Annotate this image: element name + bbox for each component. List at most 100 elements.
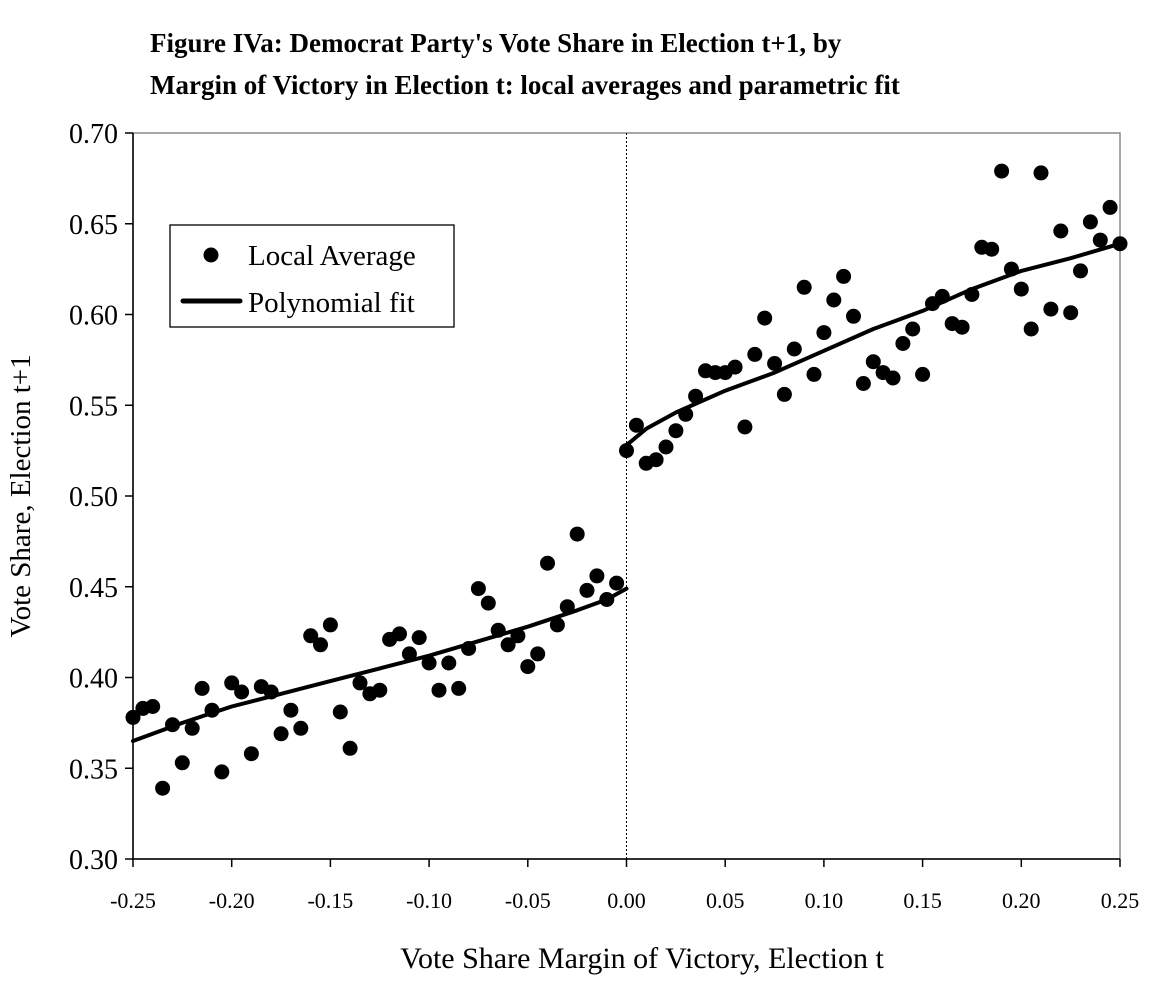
data-point <box>431 682 447 698</box>
y-tick-label: 0.55 <box>69 391 118 422</box>
legend-box <box>169 224 455 328</box>
data-point <box>530 646 546 662</box>
data-point <box>451 680 467 696</box>
x-tick-label: 0.15 <box>903 888 942 913</box>
chart-title-line-1: Figure IVa: Democrat Party's Vote Share … <box>150 28 842 58</box>
data-point <box>648 452 664 468</box>
data-point <box>786 341 802 357</box>
x-tick-label: -0.20 <box>209 888 255 913</box>
data-point <box>1003 261 1019 277</box>
x-tick-label: 0.05 <box>706 888 745 913</box>
data-point <box>836 268 852 284</box>
y-tick-label: 0.30 <box>69 845 118 876</box>
data-point <box>1063 305 1079 321</box>
y-tick-label: 0.60 <box>69 301 118 332</box>
x-tick-label: -0.15 <box>307 888 353 913</box>
local-average-points <box>125 163 1128 796</box>
legend-label-polynomial-fit: Polynomial fit <box>248 287 415 319</box>
data-point <box>303 628 319 644</box>
data-point <box>737 419 753 435</box>
y-tick-label: 0.65 <box>69 210 118 241</box>
data-point <box>234 684 250 700</box>
data-point <box>283 702 299 718</box>
x-axis-ticks: -0.25 -0.20 -0.15 -0.10 -0.05 0.00 0.05 0.10 0.1… <box>110 859 1139 913</box>
x-tick-label: -0.05 <box>505 888 551 913</box>
data-point <box>727 359 743 375</box>
y-tick-label: 0.70 <box>69 119 118 150</box>
legend-label-local-average: Local Average <box>248 240 416 272</box>
data-point <box>184 720 200 736</box>
data-point <box>747 346 763 362</box>
legend-marker-local-average <box>203 247 219 263</box>
data-point <box>757 310 773 326</box>
x-tick-label: 0.25 <box>1101 888 1140 913</box>
chart-title-line-2: Margin of Victory in Election t: local a… <box>150 70 900 100</box>
data-point <box>816 325 832 341</box>
data-point <box>1033 165 1049 181</box>
data-point <box>855 376 871 391</box>
data-point <box>658 439 674 455</box>
x-tick-label: -0.25 <box>110 888 156 913</box>
data-point <box>826 292 842 308</box>
data-point <box>352 675 368 691</box>
data-point <box>145 699 161 714</box>
data-point <box>441 655 457 671</box>
data-point <box>342 740 358 756</box>
data-point <box>500 637 516 653</box>
data-point <box>372 682 388 698</box>
data-point <box>263 684 279 700</box>
data-point <box>668 423 684 439</box>
data-point <box>934 288 950 304</box>
data-point <box>1102 199 1118 215</box>
data-point <box>865 354 881 370</box>
data-point <box>510 628 526 644</box>
data-point <box>421 655 437 671</box>
data-point <box>520 659 536 675</box>
data-point <box>224 675 240 691</box>
data-point <box>1013 281 1029 297</box>
data-point <box>619 443 634 459</box>
data-point <box>589 568 605 584</box>
data-point <box>954 319 970 335</box>
data-point <box>243 746 259 762</box>
data-point <box>194 680 210 696</box>
data-point <box>174 755 190 771</box>
data-point <box>273 726 289 742</box>
data-point <box>984 241 1000 257</box>
data-point <box>964 287 980 302</box>
data-point <box>1023 321 1039 337</box>
data-point <box>401 646 417 662</box>
fit-line-right <box>624 241 1122 448</box>
y-axis-ticks: 0.30 0.35 0.40 0.45 0.50 0.55 0.60 0.65 0.70 <box>69 119 133 876</box>
data-point <box>915 366 931 382</box>
data-point <box>579 582 595 598</box>
data-point <box>846 308 861 324</box>
y-tick-label: 0.40 <box>69 664 118 695</box>
data-point <box>165 717 180 733</box>
data-point <box>796 279 812 295</box>
data-point <box>322 617 338 633</box>
data-point <box>1053 223 1069 239</box>
data-point <box>411 630 427 646</box>
data-point <box>895 336 911 351</box>
y-tick-label: 0.50 <box>69 482 118 513</box>
data-point <box>470 581 486 597</box>
data-point <box>313 637 328 653</box>
data-point <box>569 526 585 542</box>
data-point <box>1043 301 1059 317</box>
data-point <box>540 555 555 571</box>
x-axis-label: Vote Share Margin of Victory, Election t <box>400 942 884 975</box>
data-point <box>1073 263 1088 279</box>
chart-title: Figure IVa: Democrat Party's Vote Share … <box>150 22 1150 106</box>
data-point <box>293 720 309 736</box>
data-point <box>392 626 407 642</box>
data-point <box>776 386 792 402</box>
data-point <box>214 764 230 780</box>
data-point <box>480 595 496 611</box>
data-point <box>204 702 220 718</box>
fit-line-left <box>131 586 629 743</box>
x-tick-label: 0.20 <box>1002 888 1041 913</box>
data-point <box>125 709 141 725</box>
data-point <box>490 622 506 638</box>
